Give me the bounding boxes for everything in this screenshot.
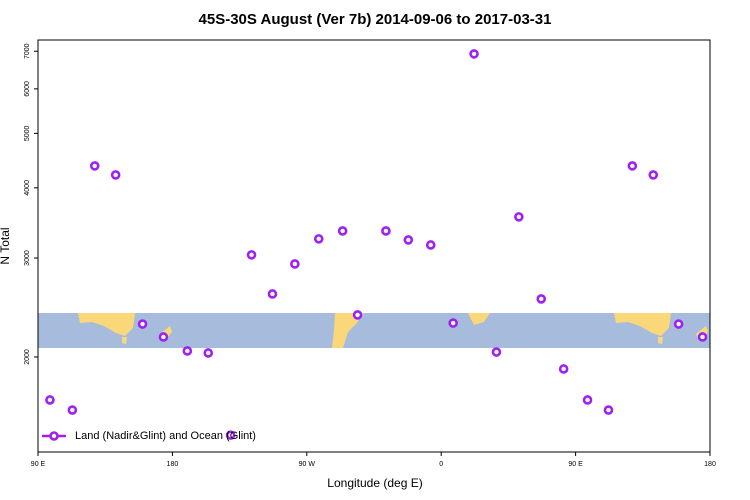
- plot-frame: [37, 39, 711, 453]
- point: [673, 319, 684, 329]
- point: [403, 235, 414, 245]
- point: [45, 395, 55, 405]
- point: [381, 226, 391, 236]
- y-tick-label: 2000: [24, 349, 31, 365]
- point: [267, 289, 278, 299]
- x-tick-label: 180: [167, 461, 179, 468]
- point: [448, 318, 458, 328]
- y-tick-label: 7000: [24, 43, 31, 59]
- y-tick-label: 5000: [24, 125, 31, 141]
- point: [648, 170, 659, 180]
- point: [352, 310, 363, 320]
- point: [697, 332, 708, 342]
- x-tick-label: 90 W: [299, 461, 316, 468]
- y-tick-label: 3000: [24, 250, 31, 266]
- x-axis-label: Longitude (deg E): [327, 476, 422, 490]
- x-tick-label: 180: [704, 461, 716, 468]
- point: [203, 348, 214, 358]
- point: [627, 161, 638, 171]
- point: [158, 332, 169, 342]
- y-tick-label: 6000: [24, 81, 31, 97]
- legend-label: Land (Nadir&Glint) and Ocean (Glint): [75, 430, 256, 442]
- point: [225, 430, 236, 440]
- map-band: [38, 313, 710, 348]
- point: [89, 161, 100, 171]
- point: [536, 294, 547, 304]
- point: [425, 240, 436, 250]
- point: [491, 347, 502, 357]
- point: [137, 319, 148, 329]
- x-tick-label: 0: [439, 461, 443, 468]
- point: [582, 395, 593, 405]
- point: [313, 234, 324, 244]
- y-axis-label: N Total: [0, 227, 12, 264]
- point: [110, 170, 121, 180]
- y-tick-label: 4000: [24, 180, 31, 196]
- x-tick-label: 90 E: [31, 461, 46, 468]
- point: [469, 49, 479, 59]
- point: [246, 250, 257, 260]
- point: [558, 364, 569, 374]
- point: [290, 259, 300, 269]
- point: [514, 212, 524, 222]
- point: [337, 226, 348, 236]
- legend-marker: [49, 431, 59, 441]
- x-tick-label: 90 E: [568, 461, 583, 468]
- point: [67, 405, 78, 415]
- point: [603, 405, 614, 415]
- point: [182, 346, 193, 356]
- chart-title: 45S-30S August (Ver 7b) 2014-09-06 to 20…: [199, 11, 552, 28]
